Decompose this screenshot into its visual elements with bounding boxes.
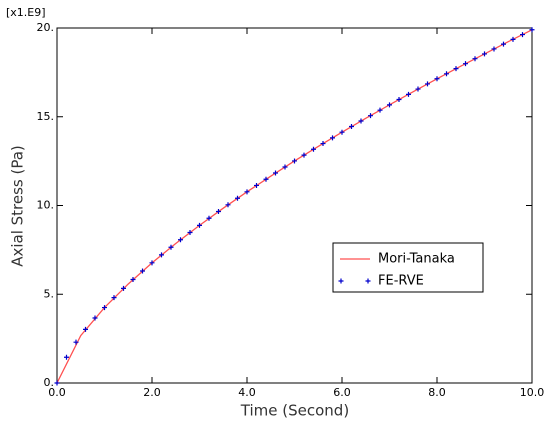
- marker: [491, 46, 497, 52]
- marker: [482, 51, 487, 57]
- y-multiplier: [x1.E9]: [6, 6, 46, 19]
- plot-frame: [56, 27, 533, 384]
- x-axis-label: Time (Second): [240, 402, 349, 420]
- legend-swatch: [338, 278, 344, 284]
- x-tick-label: 10.0: [520, 386, 545, 399]
- y-tick-label: 0.: [44, 376, 55, 389]
- y-tick-label: 5.: [44, 287, 55, 300]
- marker: [434, 76, 440, 82]
- marker: [121, 285, 126, 291]
- marker: [64, 354, 69, 360]
- marker: [197, 222, 202, 228]
- marker: [463, 61, 468, 67]
- marker: [92, 315, 98, 321]
- marker: [282, 164, 288, 170]
- x-tick-label: 8.0: [428, 386, 446, 399]
- marker: [501, 41, 506, 47]
- marker: [415, 86, 421, 92]
- marker: [453, 66, 459, 72]
- marker: [349, 124, 354, 130]
- marker: [339, 129, 345, 135]
- marker: [444, 71, 449, 77]
- legend-label: FE-RVE: [378, 274, 424, 289]
- marker: [406, 91, 411, 97]
- marker: [73, 339, 79, 345]
- marker: [377, 107, 383, 113]
- marker: [111, 295, 117, 301]
- marker: [130, 277, 136, 283]
- marker: [387, 102, 392, 108]
- x-tick-label: 4.0: [238, 386, 256, 399]
- x-tick-label: 2.0: [143, 386, 161, 399]
- y-axis-label: Axial Stress (Pa): [9, 145, 27, 267]
- marker: [358, 118, 364, 124]
- marker: [263, 176, 269, 182]
- marker: [225, 202, 231, 208]
- marker: [83, 326, 88, 332]
- marker: [311, 146, 316, 152]
- marker: [54, 380, 60, 386]
- x-tick-label: 6.0: [333, 386, 351, 399]
- marker: [254, 182, 259, 188]
- y-tick-label: 20.: [37, 21, 55, 34]
- marker: [301, 152, 307, 158]
- marker: [216, 209, 221, 215]
- marker: [102, 305, 107, 311]
- marker: [149, 260, 155, 266]
- marker: [273, 170, 278, 176]
- y-tick-label: 15.: [37, 110, 55, 123]
- marker: [168, 244, 174, 250]
- marker: [140, 268, 145, 274]
- marker: [206, 215, 212, 221]
- legend-swatch: [365, 278, 371, 284]
- marker: [292, 158, 297, 164]
- legend-box: [332, 242, 484, 293]
- marker: [520, 32, 525, 38]
- marker: [320, 141, 326, 147]
- legend-label: Mori-Tanaka: [378, 252, 455, 267]
- marker: [529, 27, 535, 33]
- x-tick-label: 0.0: [48, 386, 66, 399]
- marker: [187, 229, 193, 235]
- marker: [510, 36, 516, 42]
- series-line: [56, 29, 533, 384]
- marker: [425, 81, 430, 87]
- marker: [396, 97, 402, 103]
- marker: [178, 237, 183, 243]
- marker: [472, 56, 478, 62]
- y-tick-label: 10.: [37, 199, 55, 212]
- marker: [330, 135, 335, 141]
- marker: [159, 252, 164, 258]
- marker: [235, 195, 240, 201]
- marker: [244, 189, 250, 195]
- marker: [368, 113, 373, 119]
